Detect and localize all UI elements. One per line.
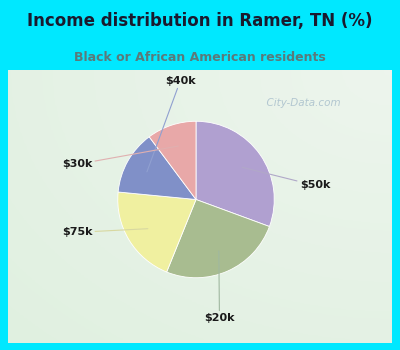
Wedge shape bbox=[167, 199, 270, 278]
Wedge shape bbox=[196, 121, 274, 226]
Text: $30k: $30k bbox=[62, 146, 178, 169]
Wedge shape bbox=[118, 192, 196, 272]
Text: $40k: $40k bbox=[147, 76, 196, 172]
Text: Income distribution in Ramer, TN (%): Income distribution in Ramer, TN (%) bbox=[27, 12, 373, 30]
Text: Black or African American residents: Black or African American residents bbox=[74, 51, 326, 64]
Text: $50k: $50k bbox=[242, 167, 330, 190]
Text: $20k: $20k bbox=[204, 251, 235, 323]
Text: $75k: $75k bbox=[62, 228, 148, 237]
Text: City-Data.com: City-Data.com bbox=[260, 98, 340, 108]
Wedge shape bbox=[149, 121, 196, 200]
Wedge shape bbox=[118, 137, 196, 199]
